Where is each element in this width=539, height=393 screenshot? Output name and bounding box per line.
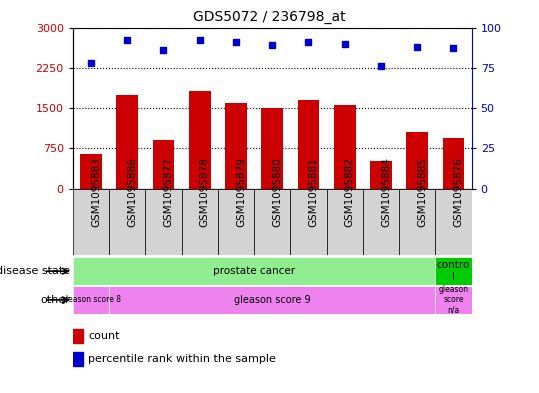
Bar xyxy=(153,140,174,189)
Bar xyxy=(225,103,247,189)
Bar xyxy=(261,108,283,189)
Bar xyxy=(109,189,146,255)
Bar xyxy=(291,189,327,255)
Text: gleason score 9: gleason score 9 xyxy=(234,295,310,305)
Bar xyxy=(334,105,356,189)
Text: GDS5072 / 236798_at: GDS5072 / 236798_at xyxy=(193,10,346,24)
Bar xyxy=(443,138,465,189)
Text: GSM1095883: GSM1095883 xyxy=(91,157,101,227)
Point xyxy=(268,42,277,48)
Text: GSM1095884: GSM1095884 xyxy=(381,157,391,227)
Bar xyxy=(406,132,428,189)
Point xyxy=(341,40,349,47)
Text: GSM1095877: GSM1095877 xyxy=(163,157,174,227)
Bar xyxy=(327,189,363,255)
Bar xyxy=(436,189,472,255)
Bar xyxy=(370,161,392,189)
Bar xyxy=(73,189,109,255)
Point xyxy=(377,63,385,69)
Bar xyxy=(73,286,109,314)
Text: gleason score 8: gleason score 8 xyxy=(61,296,121,304)
Point xyxy=(232,39,240,45)
Text: GSM1095876: GSM1095876 xyxy=(453,157,464,227)
Text: GSM1095881: GSM1095881 xyxy=(308,157,319,227)
Bar xyxy=(363,189,399,255)
Text: disease state: disease state xyxy=(0,266,70,276)
Text: GSM1095886: GSM1095886 xyxy=(127,157,137,227)
Text: GSM1095879: GSM1095879 xyxy=(236,157,246,227)
Text: gleason
score
n/a: gleason score n/a xyxy=(439,285,468,315)
Bar xyxy=(254,189,291,255)
Bar xyxy=(399,189,436,255)
Bar xyxy=(436,286,472,314)
Bar xyxy=(109,286,436,314)
Text: GSM1095885: GSM1095885 xyxy=(417,157,427,227)
Point xyxy=(195,37,204,44)
Text: percentile rank within the sample: percentile rank within the sample xyxy=(88,354,276,364)
Point xyxy=(413,44,421,50)
Bar xyxy=(146,189,182,255)
Text: count: count xyxy=(88,331,120,341)
Bar xyxy=(182,189,218,255)
Text: GSM1095878: GSM1095878 xyxy=(199,157,210,227)
Bar xyxy=(73,329,82,343)
Bar xyxy=(116,95,138,189)
Point xyxy=(449,45,458,51)
Text: GSM1095882: GSM1095882 xyxy=(345,157,355,227)
Point xyxy=(159,47,168,53)
Text: other: other xyxy=(40,295,70,305)
Bar xyxy=(73,352,82,366)
Point xyxy=(123,37,132,44)
Point xyxy=(304,39,313,45)
Bar xyxy=(436,257,472,285)
Point xyxy=(87,60,95,66)
Text: contro
l: contro l xyxy=(437,261,470,282)
Bar xyxy=(189,91,211,189)
Text: prostate cancer: prostate cancer xyxy=(213,266,295,276)
Bar xyxy=(298,100,319,189)
Bar xyxy=(218,189,254,255)
Bar xyxy=(80,154,102,189)
Text: GSM1095880: GSM1095880 xyxy=(272,157,282,227)
